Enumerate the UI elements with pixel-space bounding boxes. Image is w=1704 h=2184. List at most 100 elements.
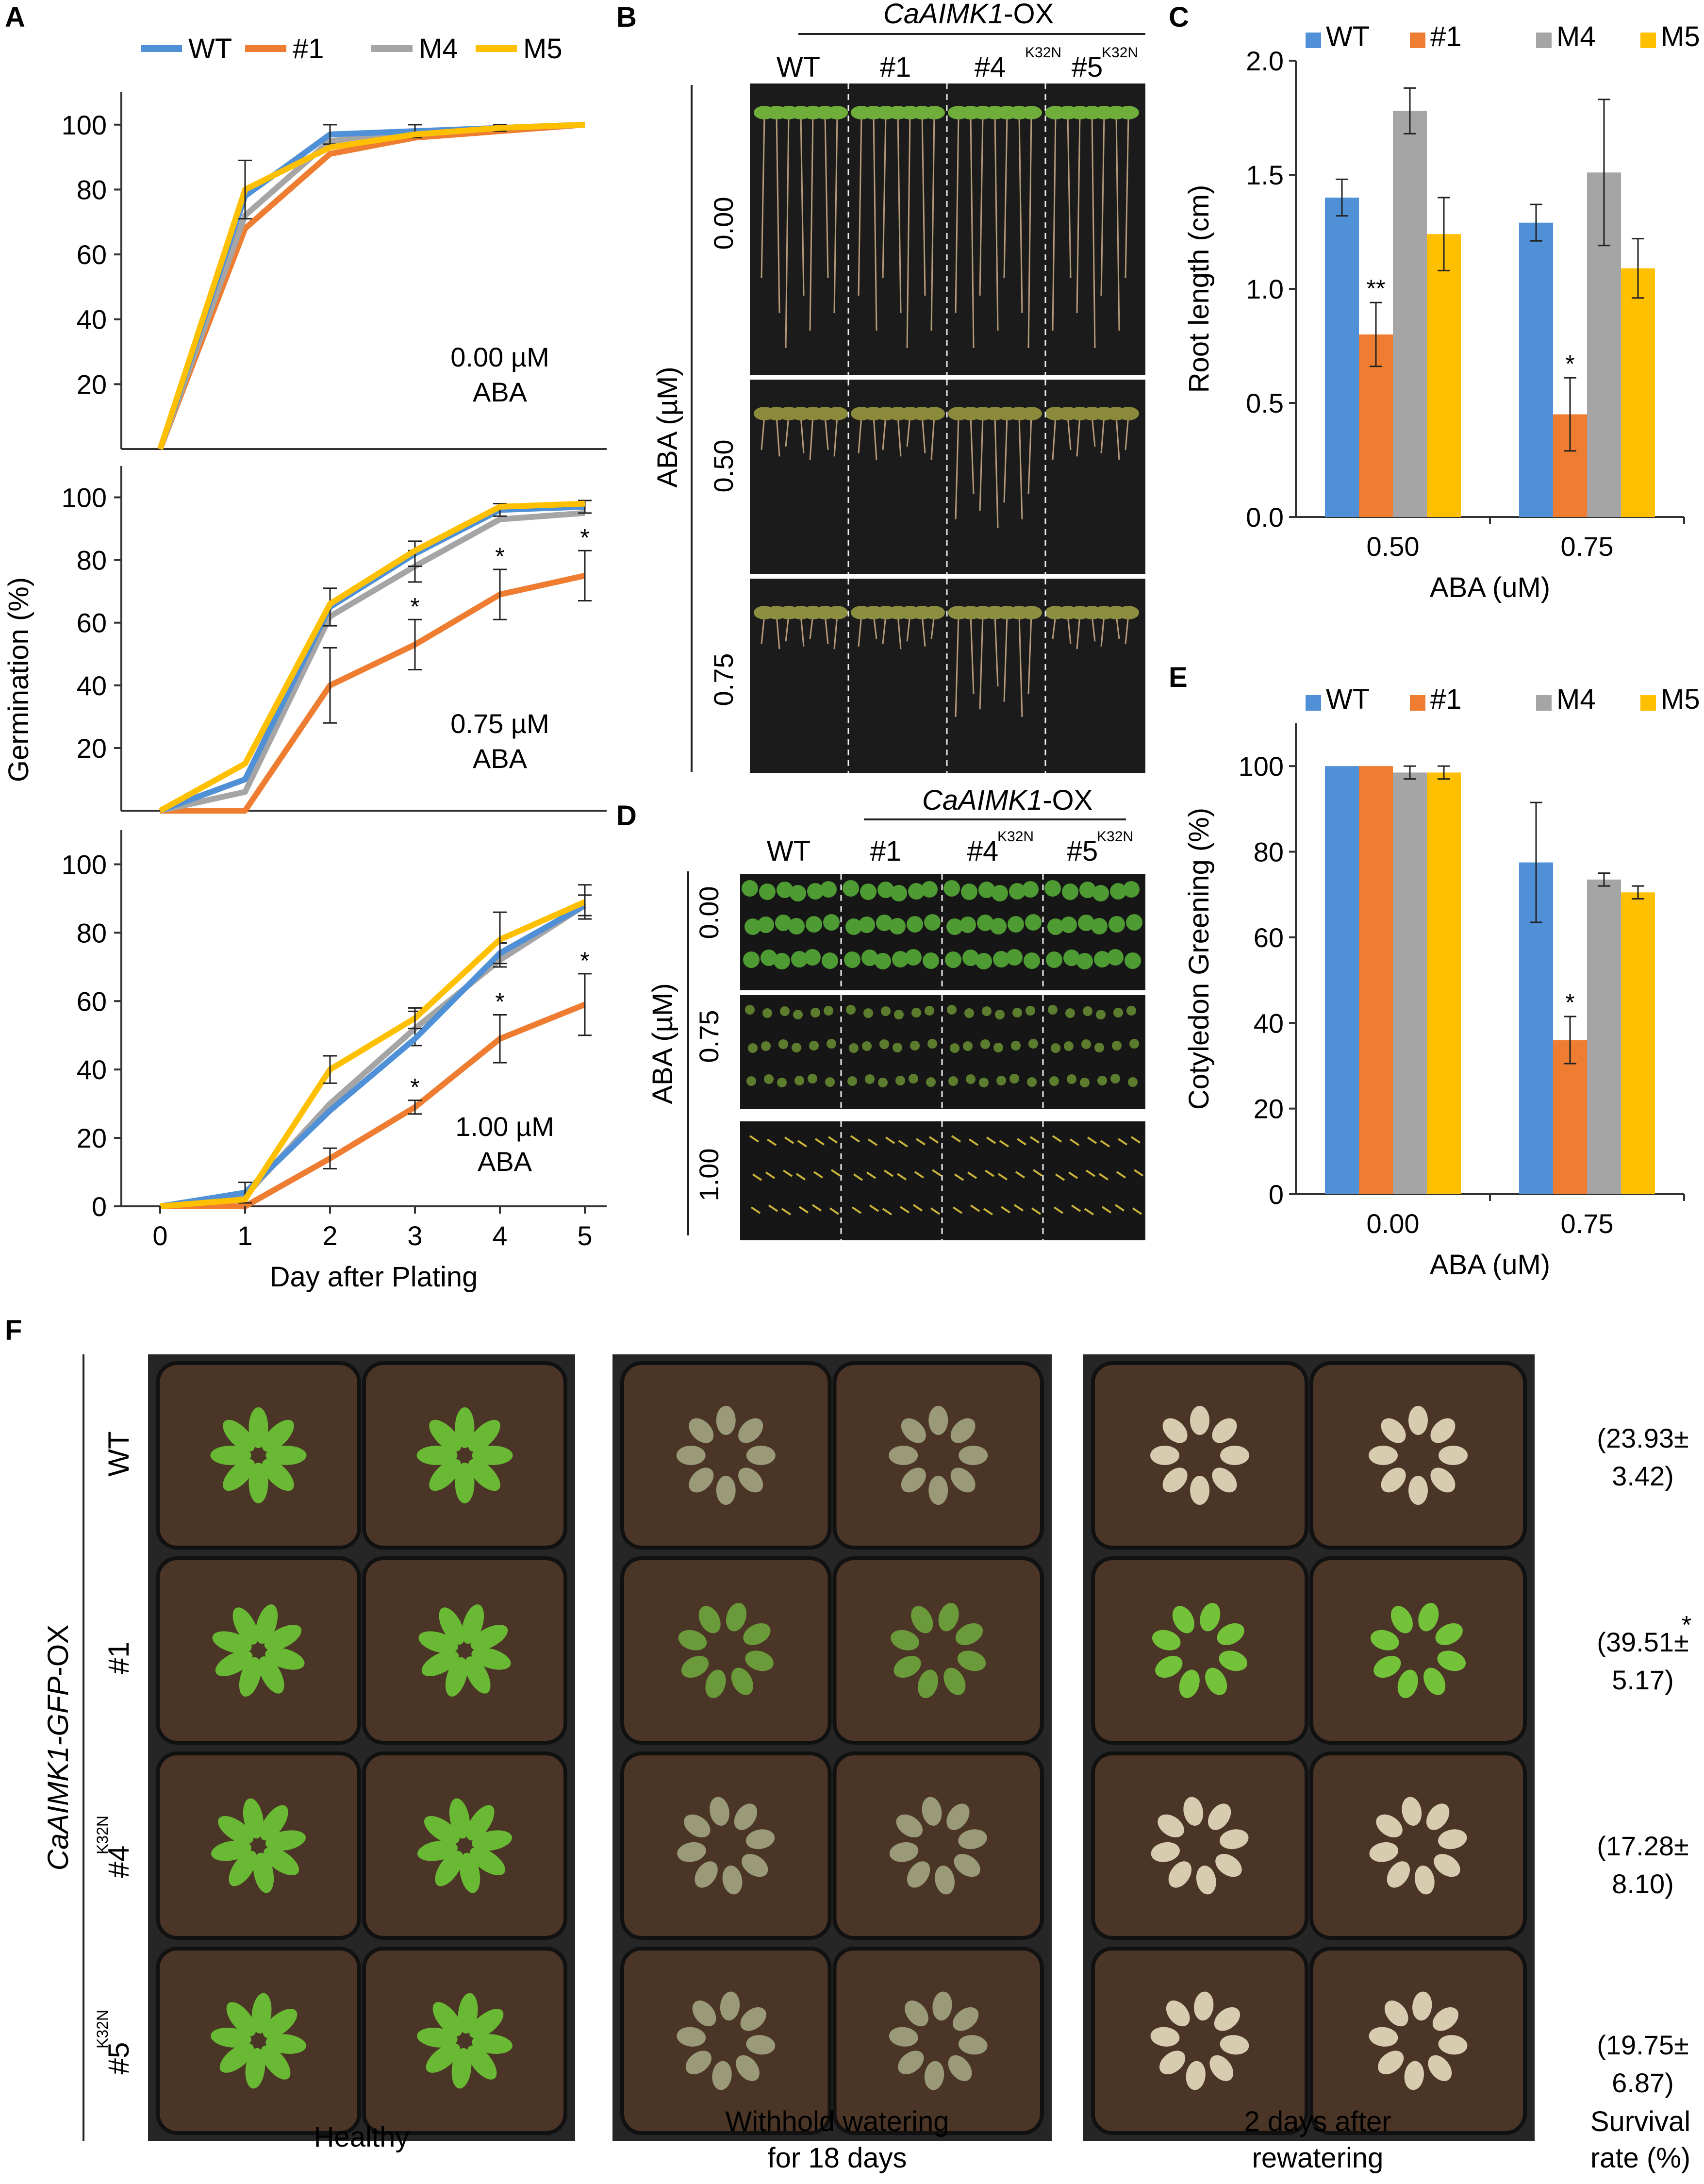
seedling — [792, 1043, 801, 1052]
leaf — [1390, 1606, 1413, 1634]
leaf — [741, 1854, 768, 1877]
leaf — [245, 2048, 265, 2089]
panel-f-construct-name: CaAIMK1-GFP — [42, 1676, 74, 1870]
seedling — [791, 951, 808, 967]
bar-M5-0.50 — [1427, 234, 1461, 517]
leaf — [705, 1669, 726, 1699]
leaf — [1430, 1467, 1456, 1493]
leaf — [1151, 1842, 1180, 1862]
leaf — [928, 1406, 948, 1435]
seedling — [780, 1006, 790, 1016]
panel-a-subchart-2: 0 20 40 60 80 100 * * * 1.00 µM ABA — [62, 830, 607, 1222]
seedling — [1009, 883, 1026, 900]
series-line-M5 — [159, 500, 585, 814]
seedling — [804, 949, 821, 966]
seedling-cluster — [1045, 106, 1139, 349]
leaf — [1155, 1656, 1183, 1678]
panel-d-col-4-mutation: K32N — [997, 829, 1034, 845]
pot — [832, 1751, 1044, 1940]
leaf — [1159, 2051, 1186, 2075]
root — [1076, 115, 1081, 314]
seedling — [1032, 1169, 1043, 1177]
seedling — [1132, 1207, 1142, 1215]
panel-b-ylabel: ABA (µM) — [652, 367, 683, 487]
cotyledon — [924, 407, 945, 420]
panel-f-row-4: #4 — [102, 1846, 135, 1878]
panel-a-ylabel: Germination (%) — [3, 577, 34, 782]
root — [1067, 115, 1072, 279]
seedling-cluster — [754, 407, 848, 460]
seedling — [1078, 915, 1094, 931]
leaf — [468, 1419, 500, 1452]
seedling — [912, 1204, 923, 1212]
leaf — [889, 1842, 919, 1862]
leaf — [429, 1459, 462, 1491]
seedling — [813, 1171, 824, 1179]
survival-value-line1: (19.75± — [1597, 2030, 1689, 2060]
cotyledon — [1118, 106, 1139, 119]
seedling-cluster — [754, 606, 848, 650]
root — [897, 615, 902, 650]
seedling — [1008, 916, 1024, 933]
leaf — [435, 1851, 463, 1886]
panel-d-col-4: #4 — [967, 835, 999, 867]
leaf — [716, 1406, 736, 1435]
panel-d-letter: D — [616, 800, 637, 832]
panel-a-germination-chart: A WT #1 M4 M5 Germination (%) 204060801000.… — [3, 1, 607, 1293]
seedling — [910, 1041, 920, 1050]
seedling — [744, 918, 761, 935]
seedling — [1110, 1074, 1120, 1084]
panel-f-caption-rewater-2: rewatering — [1252, 2142, 1384, 2174]
seedling-cluster — [1045, 606, 1139, 650]
seedling — [952, 1206, 963, 1214]
pot — [1091, 1361, 1308, 1550]
leaf — [943, 1667, 966, 1695]
seedling — [825, 1077, 835, 1087]
root — [1067, 615, 1072, 644]
bar-WT-0.00 — [1325, 766, 1359, 1194]
leaf — [429, 1419, 462, 1452]
bar-WT-0.75 — [1519, 222, 1553, 517]
leaf — [1381, 1467, 1406, 1493]
seedling — [1128, 1077, 1138, 1087]
root — [809, 115, 814, 331]
seedling — [946, 918, 963, 935]
seedling — [993, 951, 1009, 967]
leaf — [458, 1993, 478, 2034]
seedling — [823, 914, 840, 931]
seedling — [876, 915, 893, 931]
cotyledon — [827, 407, 848, 420]
seedling — [1046, 951, 1062, 968]
survival-value-line2: 8.10) — [1612, 1868, 1674, 1899]
panel-d-col-5-mutation: K32N — [1097, 829, 1133, 845]
seedling — [909, 1074, 918, 1084]
leaf — [421, 1651, 459, 1676]
leaf — [1217, 1623, 1244, 1645]
x-axis-label: ABA (uM) — [1430, 572, 1550, 603]
seedling — [762, 1008, 772, 1018]
leaf — [232, 1607, 259, 1645]
y-tick-label: 1.5 — [1246, 160, 1284, 190]
root — [897, 416, 902, 457]
significance-star: * — [1682, 1611, 1691, 1639]
cotyledon — [827, 106, 848, 119]
seedling — [961, 884, 977, 900]
seedling — [1096, 1010, 1106, 1019]
seedling — [758, 917, 774, 933]
panel-b-construct-suffix: -OX — [1004, 0, 1054, 30]
seedling — [781, 1208, 792, 1216]
seedling — [908, 883, 925, 900]
x-tick-label: 1 — [237, 1220, 252, 1251]
seedling — [899, 1206, 910, 1214]
panel-f-construct-label: CaAIMK1-GFP-OX — [42, 1625, 74, 1871]
seedling — [1126, 914, 1142, 931]
panel-f-survival-values: (23.93± 3.42) (39.51± 5.17) * (17.28± 8.10) (19… — [1597, 1423, 1691, 2098]
y-tick-label: 60 — [77, 986, 107, 1017]
seedling — [790, 885, 806, 901]
leaf — [743, 1623, 771, 1645]
seedling — [1113, 1008, 1123, 1017]
pot — [832, 1947, 1044, 2135]
legend-swatch-WT — [1306, 695, 1321, 711]
leaf — [905, 2001, 928, 2027]
leaf — [265, 1446, 307, 1465]
